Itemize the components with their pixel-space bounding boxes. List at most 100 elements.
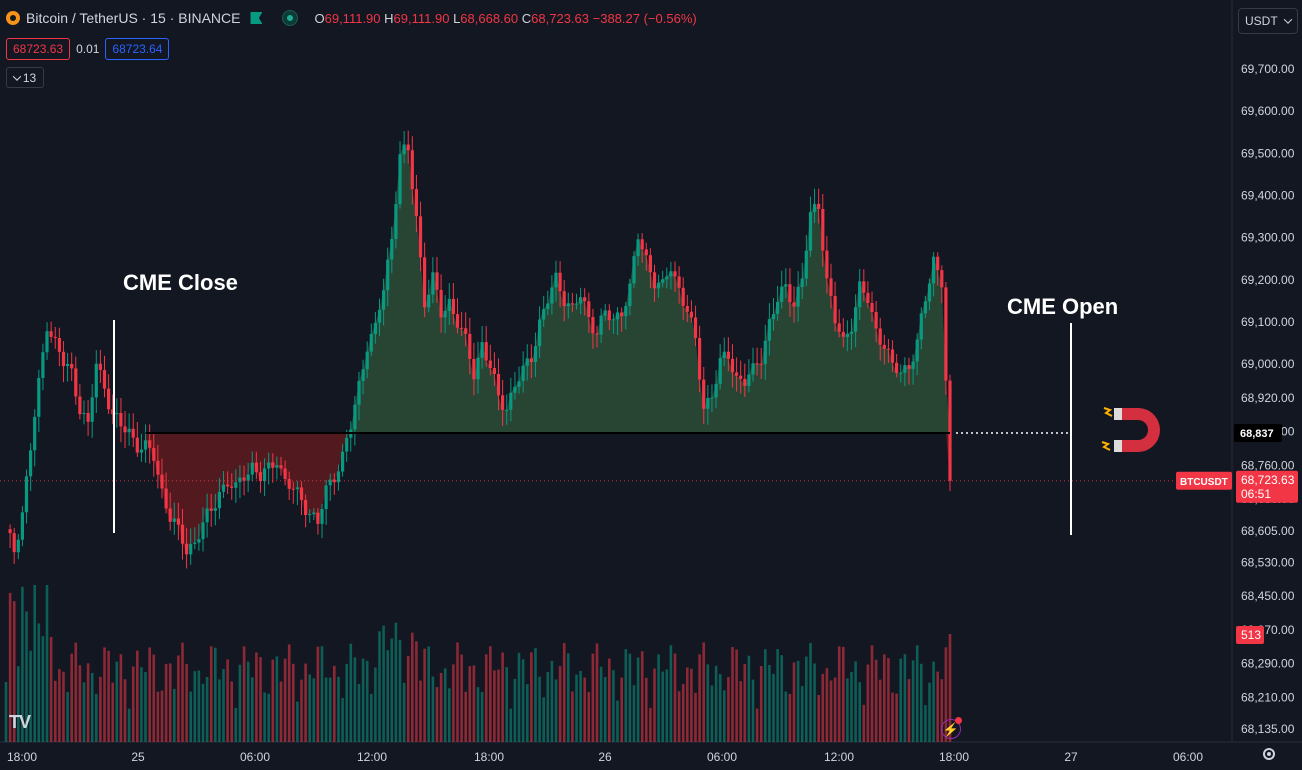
- volume-bar: [612, 670, 615, 742]
- candle-body: [780, 286, 784, 302]
- candle-body: [899, 372, 903, 374]
- volume-bar: [177, 655, 180, 742]
- volume-bar: [103, 647, 106, 742]
- buy-button[interactable]: 68723.64: [105, 38, 170, 60]
- volume-bar: [706, 664, 710, 742]
- volume-label-box[interactable]: [1236, 626, 1264, 644]
- candle-body: [127, 428, 131, 433]
- candle-body: [611, 319, 615, 321]
- volume-bar: [365, 660, 369, 742]
- volume-bar: [480, 691, 484, 742]
- volume-bar: [468, 666, 472, 742]
- ticker-label: BTCUSDT: [1180, 477, 1228, 488]
- candle-body: [57, 338, 61, 352]
- indicators-toggle-button[interactable]: 13: [6, 67, 44, 88]
- volume-bar: [924, 705, 927, 742]
- volume-bar: [817, 695, 820, 742]
- volume-bar: [751, 679, 755, 742]
- volume-bar: [398, 639, 402, 742]
- cme-open-label[interactable]: CME Open: [1007, 294, 1119, 319]
- volume-bar: [821, 673, 825, 742]
- candle-body: [743, 378, 747, 386]
- candle-body: [460, 327, 464, 329]
- volume-bar: [119, 654, 123, 742]
- volume-bar: [8, 592, 12, 742]
- candle-body: [759, 363, 763, 365]
- volume-bar: [690, 668, 693, 742]
- candle-body: [205, 508, 209, 523]
- volume-bar: [558, 666, 562, 742]
- candle-body: [86, 413, 90, 422]
- candle-body: [98, 363, 102, 370]
- candle-body: [82, 413, 86, 414]
- candle-body: [854, 307, 858, 332]
- candle-body: [792, 302, 796, 307]
- volume-bar: [616, 700, 619, 742]
- volume-bar: [755, 708, 759, 742]
- candle-body: [78, 396, 82, 415]
- volume-bar: [238, 664, 242, 742]
- volume-bar: [251, 677, 254, 742]
- candle-body: [258, 472, 263, 482]
- volume-bar: [698, 654, 701, 742]
- x-tick-label: 06:00: [1173, 750, 1203, 764]
- symbol-title[interactable]: Bitcoin / TetherUS · 15 · BINANCE: [26, 10, 241, 26]
- candle-body: [624, 306, 628, 317]
- volume-bar: [829, 680, 833, 742]
- candle-body: [730, 358, 735, 373]
- candle-body: [398, 154, 402, 205]
- candle-body: [940, 270, 944, 288]
- volume-bar: [337, 676, 340, 742]
- candle-body: [464, 328, 468, 334]
- candle-body: [570, 303, 574, 305]
- high-label: H: [384, 10, 394, 26]
- candle-body: [640, 239, 644, 250]
- x-tick-label: 18:00: [7, 750, 37, 764]
- volume-bar: [62, 671, 65, 742]
- volume-bar: [534, 648, 537, 742]
- candle-body: [242, 477, 246, 481]
- gear-icon[interactable]: [1263, 748, 1275, 760]
- market-status-icon[interactable]: [282, 10, 299, 26]
- candle-body: [546, 303, 550, 310]
- candle-body: [677, 276, 681, 288]
- level-price-box[interactable]: [1234, 423, 1282, 442]
- candle-body: [49, 331, 53, 337]
- flag-icon[interactable]: [250, 12, 263, 24]
- candle-body: [480, 342, 484, 358]
- candle-body: [903, 365, 907, 373]
- ticker-label-box[interactable]: [1176, 471, 1232, 490]
- candle-body: [681, 287, 685, 306]
- candle-body: [763, 340, 767, 364]
- y-tick-label: 68,210.00: [1241, 690, 1295, 704]
- candle-body: [193, 542, 197, 544]
- candle-body: [172, 518, 176, 522]
- current-price-box[interactable]: [1236, 470, 1298, 503]
- volume-bar: [214, 647, 217, 742]
- y-tick-label: 68,135.00: [1241, 722, 1295, 736]
- magnet-icon[interactable]: [1098, 400, 1168, 460]
- candle-body: [767, 319, 771, 341]
- candle-body: [332, 479, 336, 483]
- x-tick-label: 06:00: [240, 750, 270, 764]
- cme-close-label[interactable]: CME Close: [123, 270, 238, 295]
- candle-body: [825, 250, 829, 279]
- close-label: C: [521, 10, 532, 26]
- volume-bar: [628, 653, 632, 742]
- candle-body: [525, 358, 529, 366]
- candle-body: [361, 369, 365, 381]
- volume-bar: [460, 654, 463, 742]
- volume-bar: [78, 665, 82, 742]
- candle-body: [636, 239, 640, 257]
- lightning-icon[interactable]: ⚡: [941, 719, 961, 739]
- candle-body: [747, 374, 751, 386]
- volume-bar: [513, 678, 517, 742]
- currency-select[interactable]: USDT: [1238, 8, 1298, 34]
- sell-button[interactable]: 68723.63: [6, 38, 71, 60]
- tradingview-logo-icon[interactable]: TV: [9, 712, 31, 732]
- volume-bar: [226, 659, 229, 742]
- volume-bar: [911, 660, 915, 742]
- volume-bar: [99, 676, 102, 742]
- candle-body: [562, 291, 566, 307]
